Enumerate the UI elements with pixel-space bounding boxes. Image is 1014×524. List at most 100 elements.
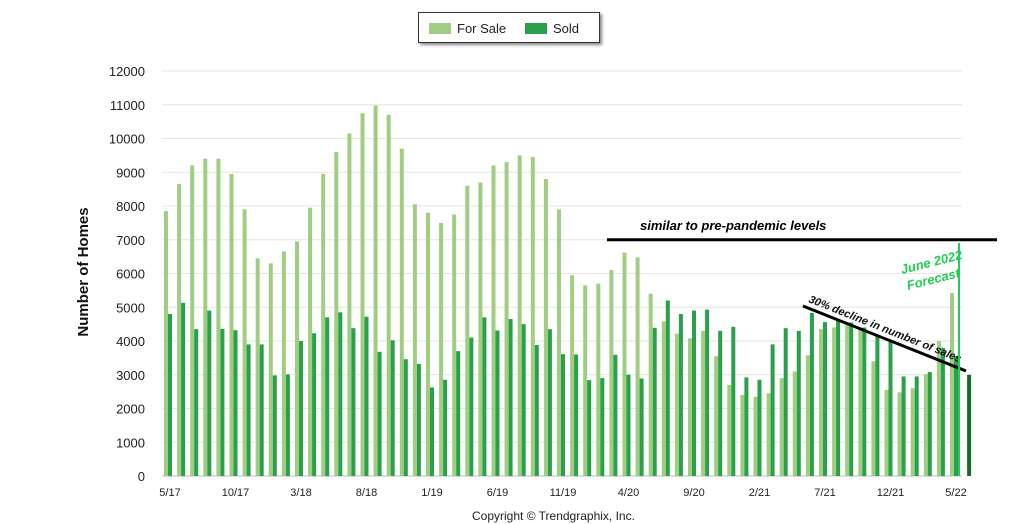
bar-for-sale [688, 338, 692, 476]
bar-sold [403, 359, 408, 476]
y-tick-label: 6000 [116, 267, 145, 282]
bar-sold [744, 377, 749, 476]
x-tick-label: 5/17 [159, 487, 180, 499]
x-tick-label: 9/20 [683, 487, 704, 499]
bar-sold [390, 340, 395, 476]
x-tick-label: 12/21 [877, 487, 905, 499]
bar-for-sale [609, 270, 614, 477]
bar-for-sale [373, 105, 378, 477]
bar-for-sale [583, 285, 588, 476]
x-tick-label: 5/22 [945, 487, 966, 499]
bar-sold [443, 379, 448, 476]
bar-for-sale [268, 263, 273, 477]
bar-for-sale [570, 275, 575, 476]
bar-for-sale [360, 113, 365, 476]
legend-label-sold: Sold [553, 21, 580, 36]
bar-for-sale [517, 155, 522, 477]
bar-sold [639, 378, 644, 476]
bar-for-sale [439, 222, 444, 477]
bar-for-sale [465, 185, 470, 476]
bar-sold [338, 312, 343, 476]
y-tick-label: 0 [138, 469, 145, 484]
bar-sold [233, 330, 238, 476]
y-tick-label: 9000 [116, 165, 145, 180]
bar-sold [299, 341, 303, 476]
bar-for-sale [897, 392, 902, 476]
bar-sold [561, 354, 565, 476]
bar-for-sale [648, 293, 653, 476]
bar-for-sale [936, 341, 941, 476]
bar-sold [796, 330, 801, 477]
bar-for-sale [858, 329, 863, 476]
bar-for-sale [190, 165, 195, 476]
bar-sold [718, 330, 723, 477]
bar-sold [534, 345, 539, 476]
bar-for-sale [701, 330, 706, 477]
bar-sold [705, 309, 710, 476]
bar-for-sale [255, 258, 260, 476]
y-tick-label: 1000 [116, 435, 145, 450]
bar-sold [285, 374, 290, 476]
bar-for-sale [714, 356, 719, 476]
bar-for-sale [740, 395, 745, 476]
y-axis-ticks: 0 1000 2000 3000 4000 5000 6000 7000 8000 9000 100… [109, 64, 145, 484]
bar-sold [967, 374, 972, 476]
y-tick-label: 10000 [109, 132, 145, 147]
y-tick-label: 12000 [109, 64, 145, 79]
legend-label-for-sale: For Sale [457, 21, 507, 36]
y-tick-label: 8000 [116, 199, 145, 214]
y-tick-label: 4000 [116, 334, 145, 349]
bar-sold [731, 326, 736, 476]
x-tick-label: 7/21 [814, 487, 835, 499]
bar-for-sale [412, 204, 417, 476]
bar-sold [521, 324, 526, 477]
legend: For Sale Sold [418, 12, 600, 43]
bar-for-sale [884, 389, 889, 476]
bar-for-sale [845, 324, 850, 477]
bar-sold [456, 351, 461, 477]
bar-sold [168, 314, 172, 476]
bar-sold [272, 375, 277, 476]
x-tick-label: 10/17 [222, 487, 250, 499]
bar-sold [416, 363, 421, 476]
bar-sold [757, 379, 762, 476]
bar-sold [849, 322, 854, 476]
y-tick-label: 7000 [116, 233, 145, 248]
bar-for-sale [792, 371, 797, 477]
bar-for-sale [622, 252, 627, 476]
bar-sold [678, 314, 683, 476]
bar-sold [364, 316, 369, 476]
bar-series [164, 105, 972, 477]
bar-for-sale [504, 162, 509, 477]
bar-for-sale [596, 283, 601, 477]
legend-swatch-for-sale [429, 23, 451, 34]
bar-for-sale [164, 211, 168, 476]
y-tick-label: 11000 [110, 98, 145, 113]
x-tick-label: 3/18 [290, 487, 311, 499]
bar-sold [927, 372, 932, 476]
bar-for-sale [452, 214, 457, 476]
bar-for-sale [819, 329, 823, 476]
bar-sold [207, 310, 212, 477]
pre-pandemic-annotation: similar to pre-pandemic levels [640, 218, 826, 233]
x-tick-label: 1/19 [421, 487, 442, 499]
bar-sold [770, 344, 775, 477]
bar-for-sale [661, 321, 666, 476]
bar-sold [220, 328, 225, 476]
bar-sold [875, 335, 880, 476]
bar-for-sale [426, 212, 430, 476]
bar-sold [587, 380, 592, 476]
bar-sold [914, 376, 919, 476]
bar-for-sale [281, 251, 286, 476]
legend-swatch-sold [525, 23, 547, 34]
x-tick-label: 2/21 [749, 487, 770, 499]
bar-sold [259, 344, 264, 477]
bar-for-sale [910, 388, 915, 476]
bar-for-sale [753, 396, 758, 476]
bar-for-sale [295, 241, 299, 476]
bar-sold [547, 329, 552, 476]
bar-sold [692, 310, 696, 477]
bar-for-sale [491, 165, 496, 476]
bar-sold [888, 341, 893, 476]
x-tick-label: 11/19 [550, 487, 577, 499]
